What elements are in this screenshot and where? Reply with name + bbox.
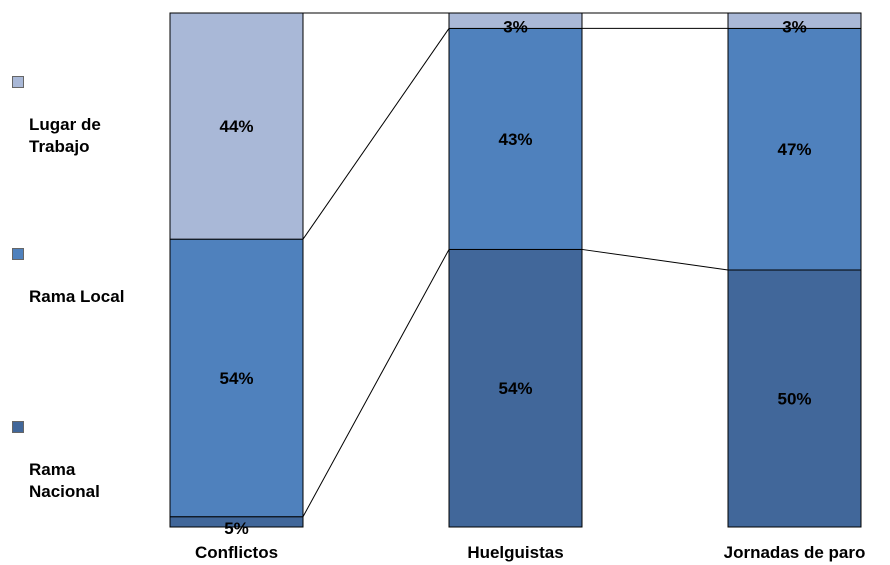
legend-swatch-lugar-de-trabajo bbox=[12, 76, 24, 88]
bar-lugar-de-trabajo-1 bbox=[169, 12, 304, 240]
series-line-2-1 bbox=[581, 248, 729, 271]
bar-lugar-de-trabajo-3 bbox=[727, 12, 862, 29]
legend-label-lugar-de-trabajo: Lugar de Trabajo bbox=[29, 115, 101, 156]
data-label-rama-local-3: 47% bbox=[777, 140, 811, 159]
legend-label-rama-local: Rama Local bbox=[29, 287, 125, 306]
data-label-rama-nacional-1: 5% bbox=[224, 519, 249, 538]
bar-rama-nacional-3 bbox=[727, 269, 862, 528]
legend-swatch-rama-nacional bbox=[12, 421, 24, 433]
category-label-2: Huelguistas bbox=[467, 543, 563, 562]
data-label-lugar-de-trabajo-1: 44% bbox=[219, 117, 253, 136]
series-line-1-2 bbox=[302, 28, 450, 240]
legend-label-rama-nacional: Rama Nacional bbox=[29, 460, 100, 501]
bar-rama-nacional-2 bbox=[448, 248, 583, 528]
legend-item-rama-local: Rama Local bbox=[12, 242, 162, 308]
category-label-3: Jornadas de paro bbox=[724, 543, 866, 562]
data-label-rama-local-1: 54% bbox=[219, 369, 253, 388]
bar-rama-local-1 bbox=[169, 238, 304, 518]
data-label-rama-nacional-2: 54% bbox=[498, 379, 532, 398]
bars bbox=[169, 12, 862, 528]
series-line-1-1 bbox=[302, 249, 450, 517]
legend-item-lugar-de-trabajo: Lugar de Trabajo bbox=[12, 70, 162, 156]
data-label-rama-local-2: 43% bbox=[498, 130, 532, 149]
category-labels: Conflictos Huelguistas Jornadas de paro bbox=[195, 543, 865, 562]
legend-item-rama-nacional: Rama Nacional bbox=[12, 415, 162, 501]
bar-lugar-de-trabajo-2 bbox=[448, 12, 583, 29]
category-label-1: Conflictos bbox=[195, 543, 278, 562]
series-lines bbox=[302, 12, 729, 517]
data-label-lugar-de-trabajo-3: 3% bbox=[782, 18, 807, 37]
data-label-lugar-de-trabajo-2: 3% bbox=[503, 18, 528, 37]
segment-labels: 5% 54% 44% 54% 43% 3% 50% 47% 3% bbox=[219, 18, 811, 538]
data-label-rama-nacional-3: 50% bbox=[777, 390, 811, 409]
bar-rama-local-3 bbox=[727, 27, 862, 271]
legend-swatch-rama-local bbox=[12, 248, 24, 260]
